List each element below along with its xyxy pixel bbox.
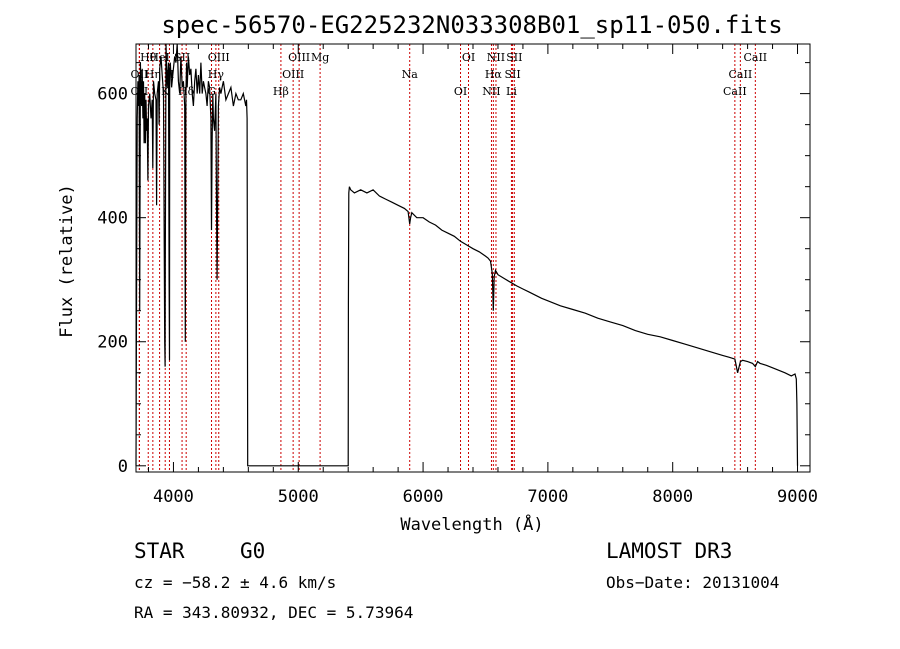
redshift-value: cz = −58.2 ± 4.6 km/s [134, 573, 337, 592]
y-tick-label: 0 [118, 457, 128, 477]
chart-title: spec-56570-EG225232N033308B01_sp11-050.f… [161, 11, 782, 39]
sky-coordinates: RA = 343.80932, DEC = 5.73964 [134, 603, 414, 622]
y-tick-label: 200 [97, 333, 128, 353]
x-tick-label: 4000 [153, 487, 194, 507]
spectral-line-label: OIII [288, 51, 310, 64]
spectral-line-label: OI [454, 85, 467, 98]
plot-frame [135, 43, 811, 473]
spectral-line-label: CaII [729, 68, 753, 81]
object-subclass: G0 [240, 539, 266, 563]
spectral-line-label: CaII [743, 51, 767, 64]
spectral-line-label: NII [482, 85, 500, 98]
x-axis: 4000 5000 6000 7000 8000 9000 [147, 44, 818, 507]
y-tick-label: 600 [97, 85, 128, 105]
spectral-line-label: HeI [149, 51, 169, 64]
spectral-line-markers [138, 44, 756, 472]
spectral-line-labels: HθOIIOIIHeIHηKSIIHHδOIIIHγGOIIIOIIIHβMgN… [131, 51, 768, 98]
spectral-line-label: OII [131, 68, 149, 81]
spectral-line-label: OI [462, 51, 475, 64]
spectral-line-label: Hη [145, 68, 161, 81]
flux-series-line [135, 43, 799, 467]
object-class: STAR [134, 539, 185, 563]
spectral-line-label: Na [402, 68, 419, 81]
observation-date: Obs−Date: 20131004 [606, 573, 780, 592]
x-tick-label: 7000 [527, 487, 568, 507]
x-axis-label: Wavelength (Å) [400, 513, 543, 535]
spectral-line-label: OIII [208, 51, 230, 64]
y-tick-label: 400 [97, 209, 128, 229]
spectral-line-label: SII [506, 51, 522, 64]
spectral-line-label: NII [487, 51, 505, 64]
x-tick-label: 6000 [403, 487, 444, 507]
spectral-line-label: Hθ [140, 51, 157, 64]
spectral-line-label: SII [504, 68, 520, 81]
x-tick-label: 9000 [777, 487, 818, 507]
spectral-line-label: Hγ [208, 68, 225, 81]
x-tick-label: 5000 [278, 487, 319, 507]
y-axis-label: Flux (relative) [57, 184, 77, 338]
spectral-line-label: G [207, 85, 216, 98]
spectral-line-label: Hα [485, 68, 503, 81]
spectral-line-label: Mg [311, 51, 329, 64]
survey-name: LAMOST DR3 [606, 539, 733, 563]
spectral-line-label: CaII [723, 85, 747, 98]
spectral-line-label: OIII [282, 68, 304, 81]
spectral-line-label: Li [506, 85, 517, 98]
x-tick-label: 8000 [652, 487, 693, 507]
y-axis: 0 200 400 600 [97, 62, 810, 477]
spectral-line-label: Hβ [273, 85, 289, 98]
